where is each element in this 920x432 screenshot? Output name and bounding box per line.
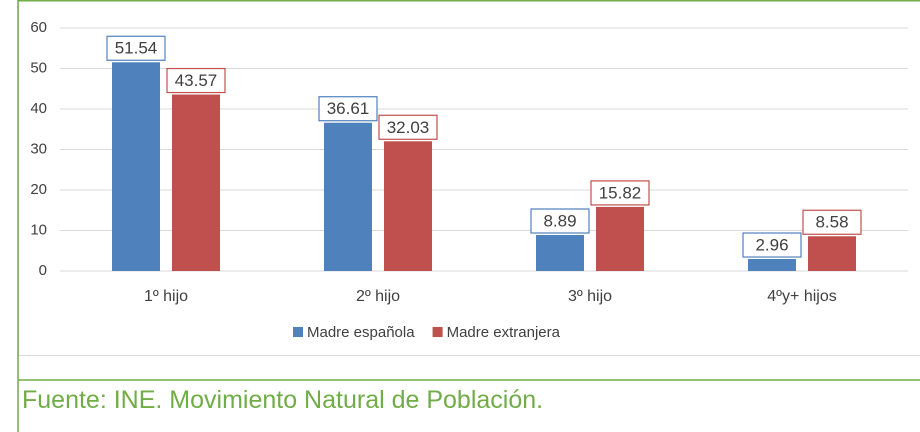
- x-tick-label: 1º hijo: [144, 288, 188, 305]
- bar: [324, 122, 372, 272]
- bar: [748, 259, 796, 271]
- y-tick-label: 60: [30, 19, 47, 36]
- data-label-box: [590, 180, 650, 206]
- data-label: 8.58: [815, 213, 848, 232]
- data-label: 15.82: [599, 183, 642, 202]
- data-label: 36.61: [327, 99, 370, 118]
- data-label-box: [378, 114, 438, 140]
- data-label: 43.57: [175, 71, 218, 90]
- x-tick-label: 4ºy+ hijos: [767, 288, 836, 305]
- x-tick-label: 2º hijo: [356, 288, 400, 305]
- data-label-box: [742, 232, 802, 258]
- y-tick-label: 20: [30, 181, 47, 198]
- legend-swatch: [432, 327, 443, 337]
- data-label: 8.89: [543, 211, 576, 230]
- bar: [172, 94, 220, 271]
- legend-swatch: [293, 327, 303, 337]
- y-tick-label: 30: [30, 140, 47, 157]
- data-label: 2.96: [755, 235, 788, 254]
- y-tick-label: 40: [30, 100, 47, 117]
- source-note: Fuente: INE. Movimiento Natural de Pobla…: [22, 386, 544, 414]
- bar: [596, 206, 644, 271]
- data-label-box: [166, 67, 226, 94]
- bar: [536, 234, 584, 271]
- bar: [112, 62, 160, 271]
- y-tick-label: 50: [30, 59, 47, 76]
- y-tick-label: 10: [30, 221, 47, 238]
- data-label-box: [318, 96, 378, 122]
- data-label-box: [802, 209, 862, 235]
- data-label-box: [106, 35, 166, 61]
- x-tick-label: 3º hijo: [568, 288, 612, 305]
- data-label: 32.03: [387, 118, 430, 137]
- data-label-box: [530, 208, 590, 234]
- bar: [808, 236, 856, 271]
- legend-label: Madre extranjera: [447, 324, 561, 341]
- bar: [384, 141, 432, 271]
- legend-label: Madre española: [307, 324, 415, 341]
- data-label: 51.54: [115, 39, 158, 58]
- y-tick-label: 0: [39, 262, 47, 279]
